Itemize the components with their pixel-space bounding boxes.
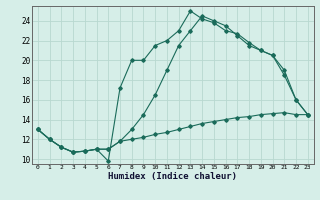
X-axis label: Humidex (Indice chaleur): Humidex (Indice chaleur) (108, 172, 237, 181)
